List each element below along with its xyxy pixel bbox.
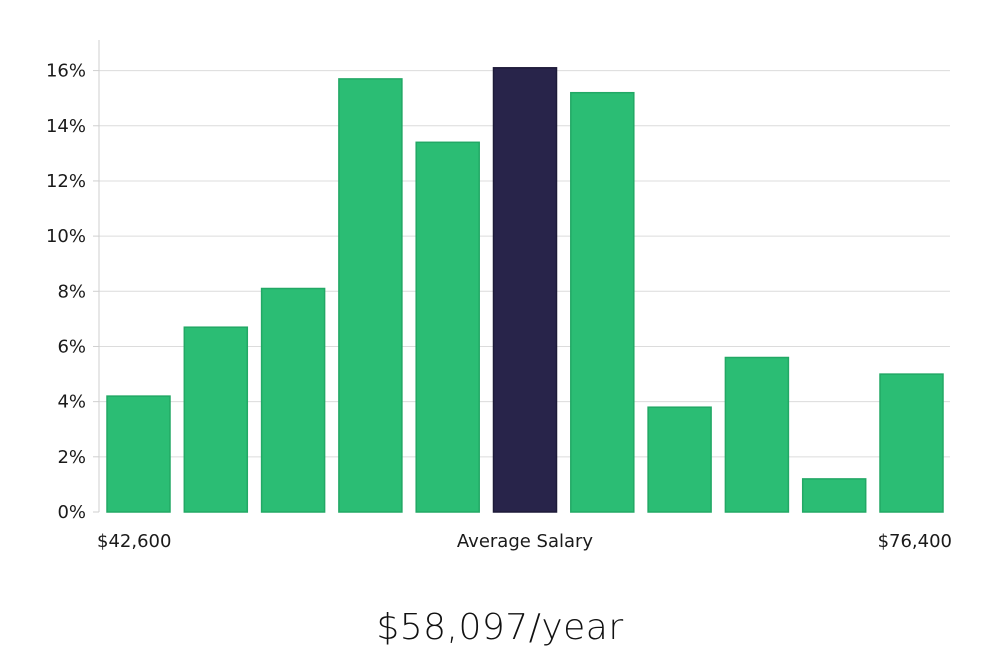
y-axis-ticks: 0% 2% 4% 6% 8% 10% 12% 14% 16% [46, 61, 99, 523]
y-tick-label: 0% [57, 502, 86, 523]
bar [415, 141, 480, 513]
bar-highlighted [492, 67, 558, 513]
bar [570, 91, 635, 513]
y-tick-label: 16% [46, 61, 86, 82]
bar [647, 406, 712, 513]
salary-histogram: 0% 2% 4% 6% 8% 10% 12% 14% 16% $42,600 Average S… [46, 40, 952, 552]
bar [338, 78, 403, 513]
x-label-max: $76,400 [878, 531, 952, 552]
bar [801, 478, 867, 513]
bars [106, 67, 944, 513]
average-salary-value: $58,097/year [376, 607, 624, 648]
x-label-center: Average Salary [457, 531, 594, 552]
bar [183, 326, 249, 513]
y-tick-label: 2% [57, 447, 86, 468]
y-tick-label: 12% [46, 171, 86, 192]
y-tick-label: 6% [57, 336, 86, 357]
y-tick-label: 4% [57, 392, 86, 413]
bar [724, 356, 790, 513]
x-label-min: $42,600 [97, 531, 171, 552]
y-tick-label: 10% [46, 226, 86, 247]
bar [106, 395, 171, 513]
bar [879, 373, 944, 513]
y-tick-label: 14% [46, 116, 86, 137]
bar [260, 287, 326, 513]
y-tick-label: 8% [57, 281, 86, 302]
